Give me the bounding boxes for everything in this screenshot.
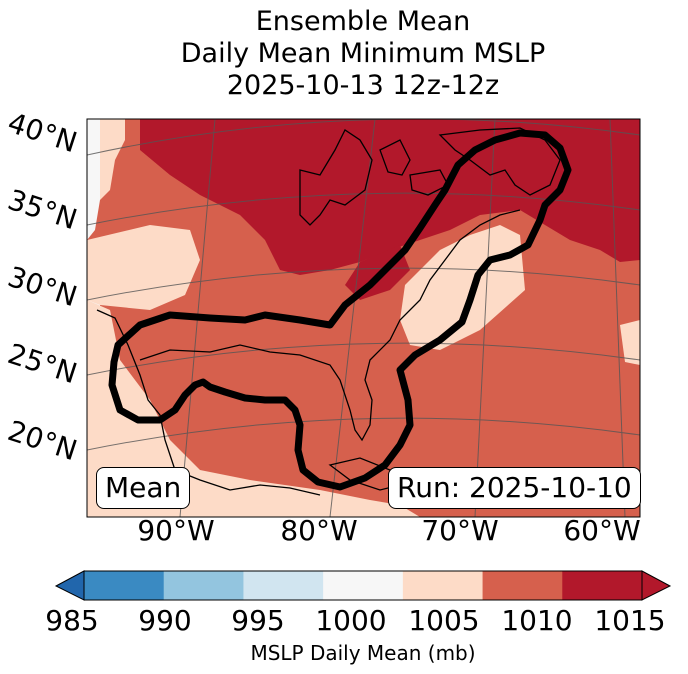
pressure-field-1005-southwest <box>87 300 420 517</box>
pressure-field-1005-west <box>87 225 200 310</box>
title-line-3: 2025-10-13 12z-12z <box>226 70 500 101</box>
lon-label-80: 80°W <box>280 514 358 547</box>
colorbar-segment <box>402 571 484 600</box>
colorbar-segment <box>562 571 643 600</box>
colorbar-tick-label: 1010 <box>501 604 573 637</box>
colorbar-tick-label: 985 <box>45 604 99 637</box>
colorbar-tick-label: 995 <box>231 604 285 637</box>
colorbar-tick-label: 1000 <box>315 604 387 637</box>
colorbar-segment <box>84 571 165 600</box>
lon-label-90: 90°W <box>137 514 215 547</box>
lon-label-60: 60°W <box>563 514 641 547</box>
colorbar-segment <box>243 571 324 600</box>
contour-line <box>108 129 572 491</box>
title-line-2: Daily Mean Minimum MSLP <box>180 38 546 69</box>
colorbar-tick-label: 1015 <box>594 604 666 637</box>
map-frame <box>86 118 641 518</box>
pressure-field-1005-northwest <box>100 119 125 200</box>
colorbar-label: MSLP Daily Mean (mb) <box>250 641 476 665</box>
colorbar-over-arrow <box>641 570 672 601</box>
colorbar-segment <box>163 571 244 600</box>
run-label-box: Run: 2025-10-10 <box>388 467 641 509</box>
lon-label-70: 70°W <box>421 514 499 547</box>
colorbar-frame <box>83 570 643 601</box>
title-line-1: Ensemble Mean <box>255 6 471 37</box>
colorbar-segment <box>482 571 563 600</box>
colorbar-under-arrow <box>54 570 85 601</box>
colorbar-segment <box>323 571 404 600</box>
mean-label-box: Mean <box>96 467 191 509</box>
pressure-field-1005-east <box>620 320 640 365</box>
colorbar-tick-label: 1005 <box>408 604 480 637</box>
colorbar-tick-label: 990 <box>138 604 192 637</box>
pressure-field-1015-north <box>140 119 640 275</box>
pressure-field-1000 <box>87 119 100 240</box>
